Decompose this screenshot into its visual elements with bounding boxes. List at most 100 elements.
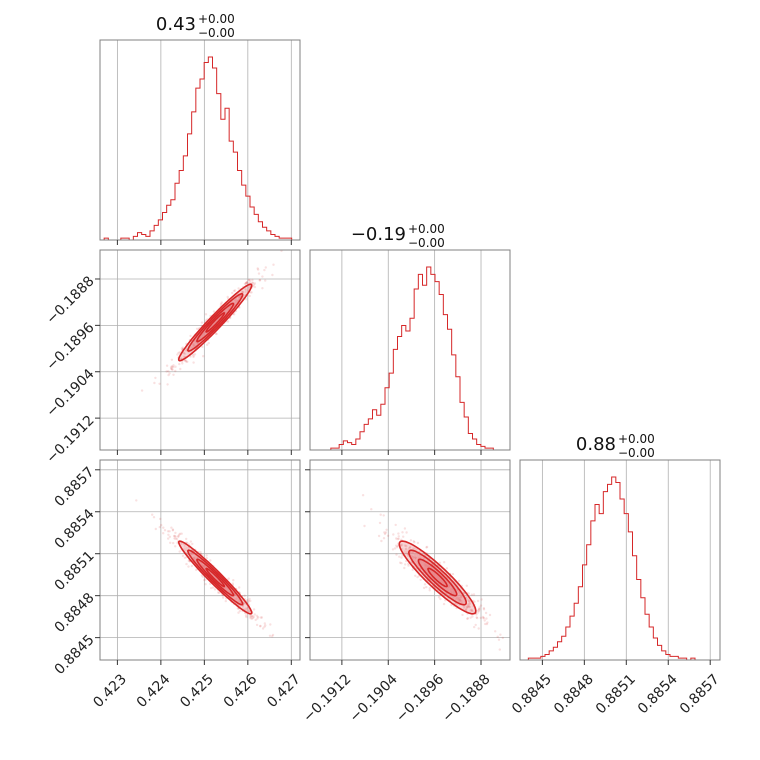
sample-point xyxy=(221,596,225,599)
sample-point xyxy=(235,298,238,302)
sample-point xyxy=(422,557,425,560)
sample-point xyxy=(397,535,400,538)
sample-point xyxy=(135,499,138,502)
sample-point xyxy=(165,370,168,373)
sample-point xyxy=(241,291,245,294)
sample-point xyxy=(465,606,468,609)
sample-point xyxy=(192,344,196,347)
sample-point xyxy=(169,541,172,544)
sample-point xyxy=(202,355,205,358)
sample-point xyxy=(457,597,460,600)
sample-point xyxy=(253,285,257,289)
sample-point xyxy=(258,279,262,282)
sample-point xyxy=(173,534,176,538)
sample-point xyxy=(209,582,212,585)
sample-point xyxy=(195,556,198,559)
sample-point xyxy=(458,597,461,600)
sample-point xyxy=(397,532,400,535)
sample-point xyxy=(201,575,204,578)
sample-point xyxy=(249,615,252,618)
sample-point xyxy=(468,605,472,608)
sample-point xyxy=(466,605,469,608)
sample-point xyxy=(462,606,466,609)
sample-point xyxy=(405,559,408,563)
y-tick-label: 0.8857 xyxy=(52,464,98,510)
sample-point xyxy=(258,279,261,282)
sample-point xyxy=(181,346,184,349)
sample-point xyxy=(480,598,483,601)
sample-point xyxy=(237,287,240,290)
sample-point xyxy=(173,537,176,540)
sample-point xyxy=(192,361,195,364)
sample-point xyxy=(238,586,241,589)
sample-point xyxy=(416,555,420,559)
sample-point xyxy=(399,561,402,564)
sample-point xyxy=(181,554,185,558)
sample-point xyxy=(263,622,266,625)
sample-point xyxy=(416,541,420,545)
sample-point xyxy=(214,332,218,335)
sample-point xyxy=(414,556,417,559)
sample-point xyxy=(209,559,212,562)
sample-point xyxy=(224,599,227,603)
sample-point xyxy=(151,513,154,516)
sample-point xyxy=(189,540,192,543)
sample-point xyxy=(501,636,504,640)
sample-point xyxy=(458,599,462,602)
sample-point xyxy=(465,607,469,610)
sample-point xyxy=(470,608,473,611)
sample-point xyxy=(451,572,455,576)
sample-point xyxy=(483,619,486,622)
sample-point xyxy=(167,370,170,373)
sample-point xyxy=(185,562,188,566)
axes-layer: 0.43 +0.00−0.00−0.1912−0.1904−0.1896−0.18… xyxy=(43,12,722,726)
sample-point xyxy=(470,609,474,612)
sample-point xyxy=(466,598,469,601)
sample-point xyxy=(248,285,251,289)
sample-point xyxy=(183,352,187,355)
x-tick-label: −0.1896 xyxy=(393,671,447,725)
sample-point xyxy=(468,602,472,606)
y-tick-label: −0.1912 xyxy=(43,412,97,466)
sample-point xyxy=(183,547,186,550)
sample-point xyxy=(263,268,266,272)
sample-point xyxy=(241,291,244,294)
sample-point xyxy=(259,625,262,628)
sample-point xyxy=(170,526,173,529)
sample-point xyxy=(425,585,428,589)
sample-point xyxy=(227,577,230,580)
sample-point xyxy=(241,291,244,294)
sample-point xyxy=(465,605,469,608)
x-tick-label: 0.8848 xyxy=(551,671,597,717)
sample-point xyxy=(460,595,463,599)
sample-point xyxy=(382,537,386,540)
sample-point xyxy=(409,539,413,542)
sample-point xyxy=(174,369,177,373)
y-tick-label: 0.8854 xyxy=(52,506,98,552)
sample-point xyxy=(452,596,455,599)
sample-point xyxy=(174,365,177,368)
sample-point xyxy=(182,355,186,358)
sample-point xyxy=(403,527,407,530)
sample-point xyxy=(458,593,461,596)
sample-point xyxy=(400,556,403,559)
sample-point xyxy=(235,597,238,600)
sample-point xyxy=(255,623,259,627)
sample-point xyxy=(250,615,254,618)
sample-point xyxy=(177,534,180,538)
sample-point xyxy=(463,605,466,608)
panel-title-1: −0.19 +0.00−0.00 xyxy=(351,222,445,250)
sample-point xyxy=(205,556,208,560)
sample-point xyxy=(466,617,470,620)
sample-point xyxy=(264,266,267,269)
sample-point xyxy=(361,494,365,497)
sample-point xyxy=(370,508,373,511)
sample-point xyxy=(251,616,255,620)
sample-point xyxy=(247,599,250,602)
sample-point xyxy=(244,288,248,292)
title-minus-error: −0.00 xyxy=(618,446,655,460)
sample-point xyxy=(200,321,204,324)
sample-point xyxy=(460,600,463,603)
sample-point xyxy=(181,362,184,365)
sample-point xyxy=(428,587,431,590)
